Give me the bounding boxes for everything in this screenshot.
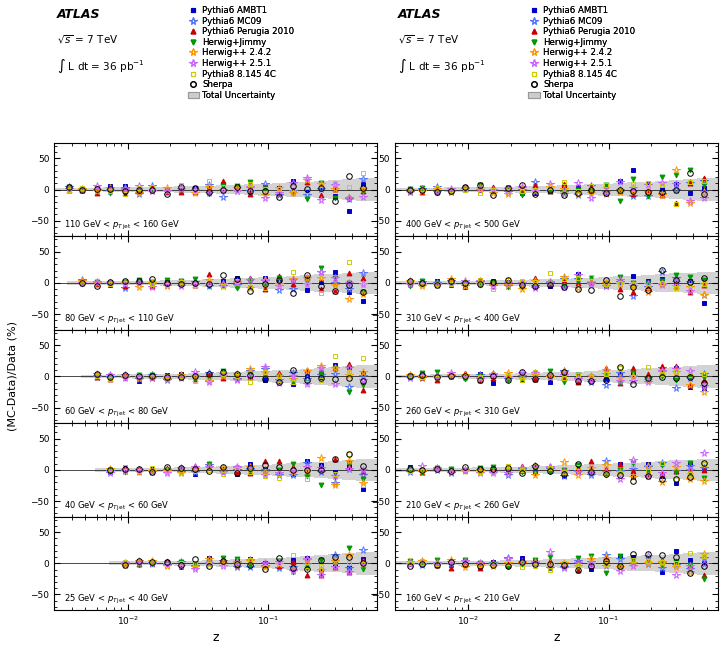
Text: z: z: [553, 631, 560, 644]
Text: $\sqrt{s}$ = 7 TeV: $\sqrt{s}$ = 7 TeV: [57, 34, 119, 46]
Text: 110 GeV < $p_{T\,\mathrm{jet}}$ < 160 GeV: 110 GeV < $p_{T\,\mathrm{jet}}$ < 160 Ge…: [64, 219, 181, 232]
Text: 210 GeV < $p_{T\,\mathrm{jet}}$ < 260 GeV: 210 GeV < $p_{T\,\mathrm{jet}}$ < 260 Ge…: [405, 500, 521, 513]
Text: 260 GeV < $p_{T\,\mathrm{jet}}$ < 310 GeV: 260 GeV < $p_{T\,\mathrm{jet}}$ < 310 Ge…: [405, 406, 521, 419]
Text: $\int$ L dt = 36 pb$^{-1}$: $\int$ L dt = 36 pb$^{-1}$: [57, 57, 145, 75]
Text: ATLAS: ATLAS: [398, 8, 442, 21]
Text: 40 GeV < $p_{T\,\mathrm{jet}}$ < 60 GeV: 40 GeV < $p_{T\,\mathrm{jet}}$ < 60 GeV: [64, 500, 170, 513]
Text: z: z: [212, 631, 219, 644]
Text: $\sqrt{s}$ = 7 TeV: $\sqrt{s}$ = 7 TeV: [398, 34, 460, 46]
Legend: Pythia6 AMBT1, Pythia6 MC09, Pythia6 Perugia 2010, Herwig+Jimmy, Herwig++ 2.4.2,: Pythia6 AMBT1, Pythia6 MC09, Pythia6 Per…: [529, 6, 635, 100]
Text: 25 GeV < $p_{T\,\mathrm{jet}}$ < 40 GeV: 25 GeV < $p_{T\,\mathrm{jet}}$ < 40 GeV: [64, 593, 170, 606]
Text: 310 GeV < $p_{T\,\mathrm{jet}}$ < 400 GeV: 310 GeV < $p_{T\,\mathrm{jet}}$ < 400 Ge…: [405, 313, 521, 326]
Text: 60 GeV < $p_{T\,\mathrm{jet}}$ < 80 GeV: 60 GeV < $p_{T\,\mathrm{jet}}$ < 80 GeV: [64, 406, 170, 419]
Text: $\int$ L dt = 36 pb$^{-1}$: $\int$ L dt = 36 pb$^{-1}$: [398, 57, 486, 75]
Legend: Pythia6 AMBT1, Pythia6 MC09, Pythia6 Perugia 2010, Herwig+Jimmy, Herwig++ 2.4.2,: Pythia6 AMBT1, Pythia6 MC09, Pythia6 Per…: [188, 6, 294, 100]
Text: 400 GeV < $p_{T\,\mathrm{jet}}$ < 500 GeV: 400 GeV < $p_{T\,\mathrm{jet}}$ < 500 Ge…: [405, 219, 521, 232]
Text: (MC-Data)/Data (%): (MC-Data)/Data (%): [7, 321, 17, 432]
Text: ATLAS: ATLAS: [57, 8, 101, 21]
Text: 160 GeV < $p_{T\,\mathrm{jet}}$ < 210 GeV: 160 GeV < $p_{T\,\mathrm{jet}}$ < 210 Ge…: [405, 593, 521, 606]
Text: 80 GeV < $p_{T\,\mathrm{jet}}$ < 110 GeV: 80 GeV < $p_{T\,\mathrm{jet}}$ < 110 GeV: [64, 313, 175, 326]
